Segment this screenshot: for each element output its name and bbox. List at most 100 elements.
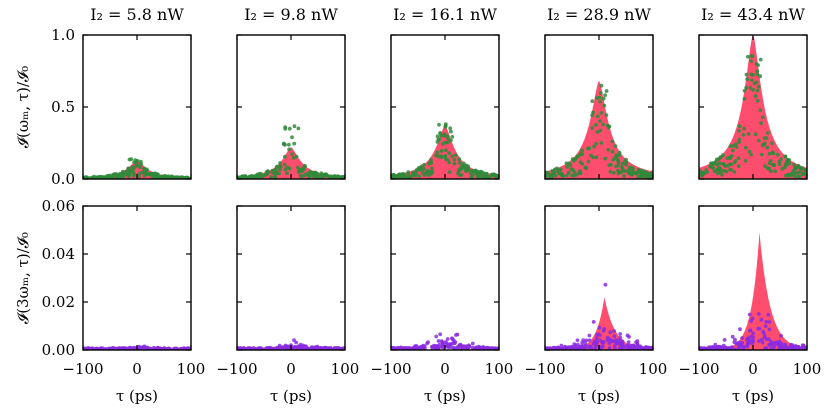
data-point [595, 130, 600, 134]
data-point [435, 345, 440, 350]
data-point [587, 338, 592, 343]
y-tick-label: 0.5 [51, 98, 75, 116]
y-tick-label: 0.00 [42, 341, 75, 359]
data-point [737, 124, 742, 129]
data-point [156, 346, 161, 350]
data-point [274, 346, 279, 350]
data-point [577, 170, 582, 175]
data-point [762, 334, 767, 339]
data-point [755, 72, 760, 77]
data-point [601, 344, 605, 349]
data-point [712, 169, 717, 174]
data-point [458, 173, 462, 178]
data-point [435, 140, 440, 144]
axes-frame [82, 205, 192, 351]
data-point [239, 175, 244, 179]
data-point [749, 152, 753, 157]
data-point [434, 334, 439, 339]
data-point [429, 169, 434, 174]
x-tick-label: 0 [440, 360, 450, 378]
data-point [444, 148, 448, 153]
data-point [760, 340, 765, 345]
data-point [436, 154, 441, 159]
data-point [155, 176, 159, 179]
data-point [456, 344, 460, 349]
data-point [743, 145, 748, 150]
data-point [734, 145, 739, 150]
data-point [296, 165, 300, 170]
panel-top-3: I₂ = 16.1 nW [390, 5, 500, 180]
data-point [476, 346, 481, 350]
data-point [454, 153, 458, 158]
data-point [262, 173, 267, 178]
data-point [567, 161, 572, 166]
x-axis-label: τ (ps) [424, 387, 466, 405]
data-point [642, 345, 647, 350]
data-point [626, 340, 631, 345]
data-point [312, 170, 317, 175]
data-point [307, 346, 311, 350]
data-point [277, 346, 282, 350]
data-point [554, 173, 558, 178]
x-tick-label: 100 [639, 360, 668, 378]
data-point [757, 138, 761, 143]
x-axis-label: τ (ps) [270, 387, 312, 405]
data-point [133, 158, 138, 163]
data-point [591, 320, 596, 324]
data-point [610, 139, 615, 144]
data-point [269, 175, 273, 179]
data-point [468, 171, 473, 176]
data-point [442, 132, 447, 136]
data-point [580, 148, 584, 153]
data-point [447, 160, 452, 165]
data-point [443, 140, 448, 145]
data-point [456, 169, 461, 174]
data-point [711, 161, 715, 166]
data-point [603, 282, 608, 287]
data-point [419, 345, 423, 349]
data-point [470, 341, 475, 346]
data-point [704, 168, 709, 172]
data-point [764, 346, 769, 350]
data-point [799, 346, 804, 350]
data-point [639, 170, 644, 175]
data-point [764, 136, 769, 141]
data-point [571, 168, 576, 173]
data-point [573, 157, 578, 162]
data-point [129, 157, 134, 162]
data-point [736, 156, 741, 161]
data-point [560, 346, 565, 350]
data-point [298, 346, 303, 350]
data-point [290, 135, 294, 140]
y-tick-label: 0.06 [42, 197, 75, 215]
data-point [777, 344, 782, 348]
data-point [417, 168, 422, 172]
data-point [708, 346, 713, 350]
data-point [567, 170, 571, 175]
data-point [632, 345, 637, 350]
data-point [283, 154, 287, 159]
data-point [800, 172, 805, 177]
data-point [729, 346, 734, 350]
data-point [150, 174, 155, 179]
data-point [151, 345, 156, 350]
data-point [486, 175, 491, 179]
x-tick-label: 0 [286, 360, 296, 378]
data-point [590, 113, 595, 118]
envelope-fill [391, 125, 499, 179]
data-point [755, 69, 760, 73]
data-point [451, 345, 455, 350]
data-point [647, 171, 652, 176]
data-point [587, 344, 592, 349]
data-point [746, 336, 751, 340]
data-point [732, 170, 737, 174]
panel-title: I₂ = 28.9 nW [547, 5, 651, 24]
data-point [624, 160, 629, 165]
data-point [785, 162, 789, 167]
data-point [777, 341, 782, 346]
data-point [750, 338, 755, 342]
data-point [743, 159, 748, 163]
data-point [473, 346, 477, 350]
data-point [617, 150, 622, 155]
data-point [406, 173, 410, 178]
